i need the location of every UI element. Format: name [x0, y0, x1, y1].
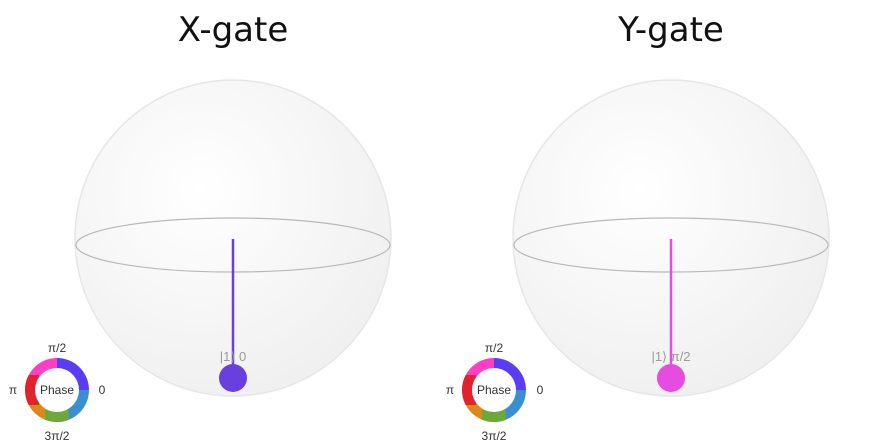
- phase-left-label: π: [446, 383, 454, 397]
- phase-right-label: 0: [537, 383, 544, 397]
- x-gate-title: X-gate: [177, 10, 289, 50]
- state-label: |1⟩ π/2: [651, 349, 690, 364]
- phase-top-label: π/2: [48, 341, 67, 355]
- state-label: |1⟩ 0: [220, 349, 247, 364]
- sphere-body: [512, 79, 830, 397]
- phase-right-label: 0: [99, 383, 106, 397]
- x-gate-phase-wheel: Phase π/2 π 0 3π/2: [9, 341, 106, 443]
- state-point: [657, 364, 685, 392]
- phase-bottom-label: 3π/2: [482, 429, 507, 443]
- phase-wheel-center: [472, 368, 516, 412]
- sphere-body: [74, 79, 392, 397]
- phase-label: Phase: [40, 383, 74, 397]
- phase-bottom-label: 3π/2: [45, 429, 70, 443]
- y-gate-bloch-sphere: |1⟩ π/2: [512, 79, 830, 397]
- state-point: [219, 364, 247, 392]
- phase-label: Phase: [477, 383, 511, 397]
- phase-wheel-center: [35, 368, 79, 412]
- phase-top-label: π/2: [485, 341, 504, 355]
- phase-left-label: π: [9, 383, 17, 397]
- x-gate-bloch-sphere: |1⟩ 0: [74, 79, 392, 397]
- y-gate-phase-wheel: Phase π/2 π 0 3π/2: [446, 341, 544, 443]
- y-gate-title: Y-gate: [618, 10, 724, 50]
